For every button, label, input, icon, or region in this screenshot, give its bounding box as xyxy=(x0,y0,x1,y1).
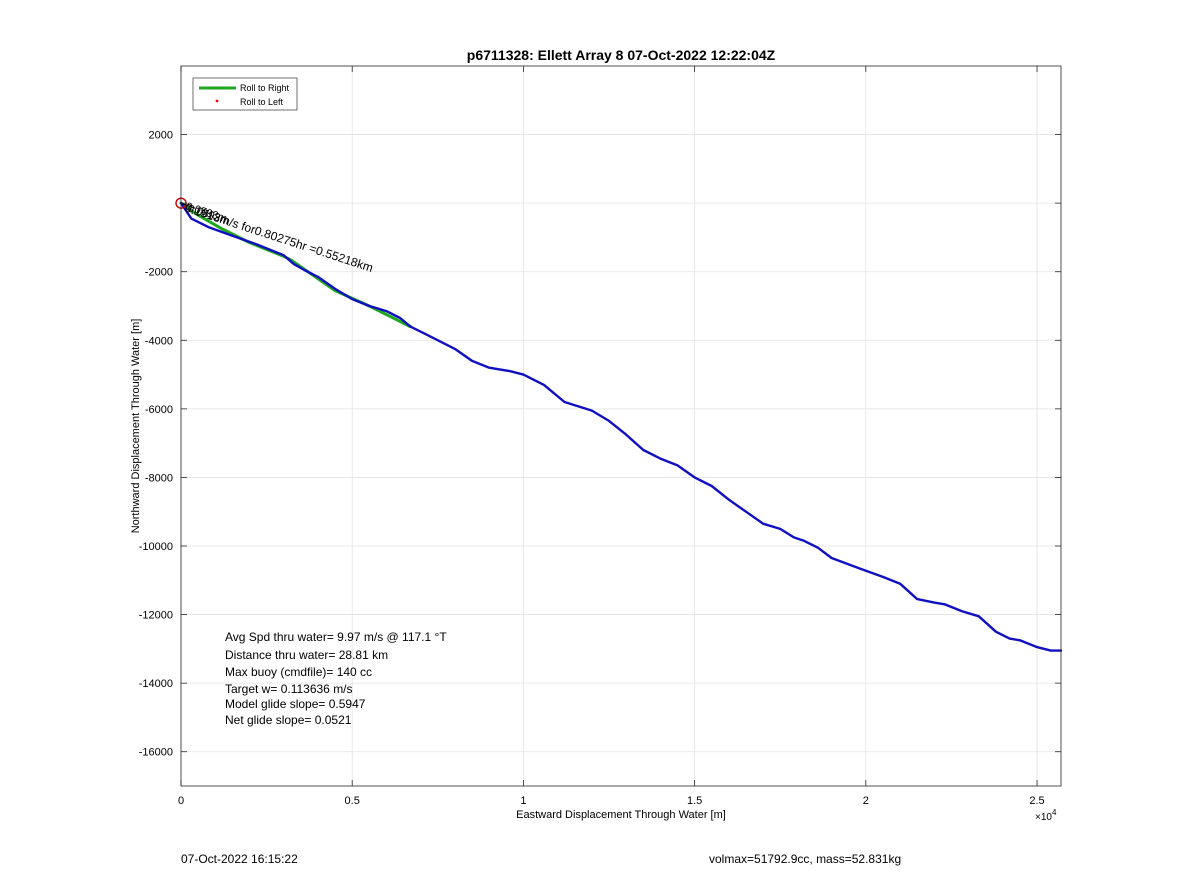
chart-title: p6711328: Ellett Array 8 07-Oct-2022 12:… xyxy=(467,47,776,63)
footer-volmax-mass: volmax=51792.9cc, mass=52.831kg xyxy=(709,852,902,866)
x-tick-label: 2.5 xyxy=(1029,795,1044,807)
axes-background xyxy=(181,66,1061,786)
stat-model-glide-slope: Model glide slope= 0.5947 xyxy=(225,697,366,711)
y-tick-label: -4000 xyxy=(145,335,173,347)
x-exponent-base: ×10 xyxy=(1035,812,1052,823)
legend-dot-roll-left xyxy=(215,99,219,103)
stat-net-glide-slope: Net glide slope= 0.0521 xyxy=(225,713,352,727)
x-tick-label: 0 xyxy=(178,795,184,807)
footer-timestamp: 07-Oct-2022 16:15:22 xyxy=(181,852,298,866)
stat-target-w: Target w= 0.113636 m/s xyxy=(225,682,353,696)
y-tick-label: -6000 xyxy=(145,404,173,416)
y-tick-label: 2000 xyxy=(149,130,173,142)
y-tick-label: -16000 xyxy=(139,747,173,759)
stat-avg-speed: Avg Spd thru water= 9.97 m/s @ 117.1 °T xyxy=(225,630,447,644)
trajectory-series-2 xyxy=(179,201,1063,652)
axes-box xyxy=(180,65,1062,787)
x-tick-label: 0.5 xyxy=(345,795,360,807)
series-layer xyxy=(179,201,1063,652)
axis-ticks: 0 0.5 1 1.5 2 2.5 -16000 -14000 -12000 -10000 -800… xyxy=(139,66,1061,807)
stat-distance: Distance thru water= 28.81 km xyxy=(225,648,388,662)
legend-box xyxy=(192,77,298,111)
x-tick-label: 1.5 xyxy=(687,795,702,807)
legend-label-roll-right: Roll to Right xyxy=(240,83,290,93)
y-tick-label: -2000 xyxy=(145,267,173,279)
y-tick-label: -12000 xyxy=(139,610,173,622)
y-axis-label: Northward Displacement Through Water [m] xyxy=(130,319,142,534)
x-axis-label: Eastward Displacement Through Water [m] xyxy=(516,809,726,821)
legend: Roll to Right Roll to Left xyxy=(192,77,298,111)
x-tick-label: 1 xyxy=(520,795,526,807)
legend-label-roll-left: Roll to Left xyxy=(240,97,284,107)
start-arrow-line xyxy=(180,202,196,209)
y-tick-label: -10000 xyxy=(139,541,173,553)
y-tick-label: -14000 xyxy=(139,678,173,690)
x-exponent-power: 4 xyxy=(1052,808,1057,817)
stat-max-buoy: Max buoy (cmdfile)= 140 cc xyxy=(225,665,372,679)
grid-lines xyxy=(180,66,1061,786)
x-axis-exponent: ×104 xyxy=(1035,808,1057,823)
y-tick-label: -8000 xyxy=(145,472,173,484)
x-tick-label: 2 xyxy=(863,795,869,807)
